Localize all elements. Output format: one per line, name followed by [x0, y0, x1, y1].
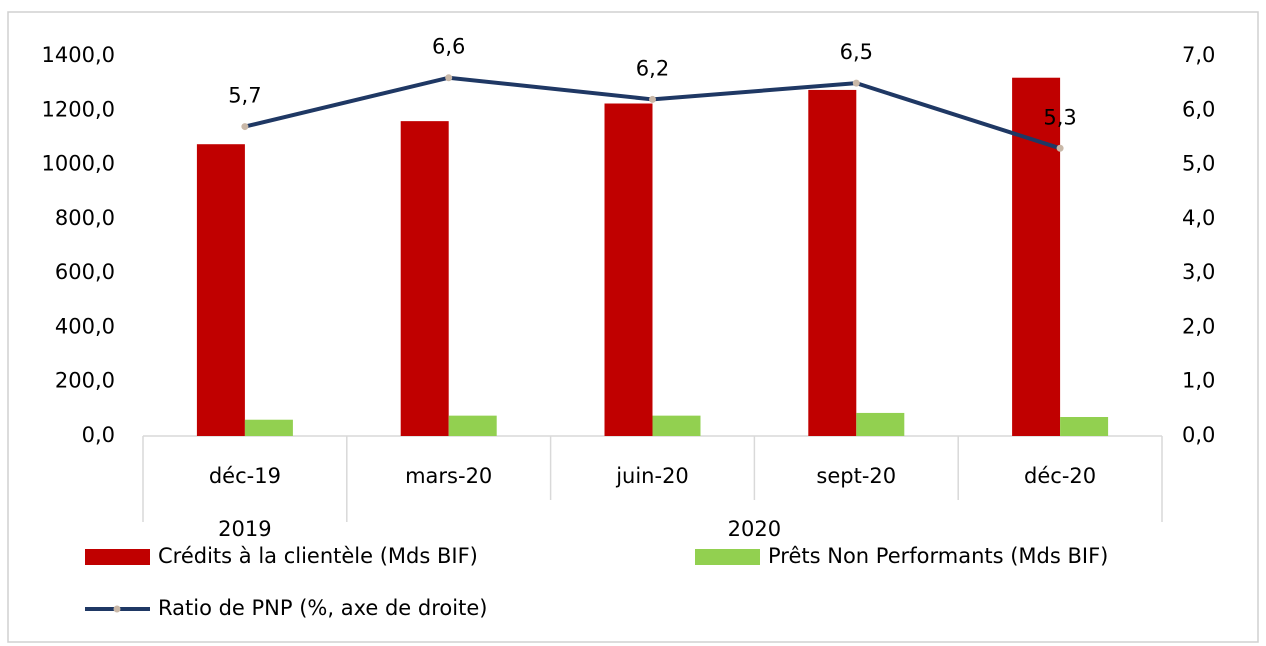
bar — [856, 412, 905, 436]
legend-marker — [113, 605, 121, 613]
data-label: 5,7 — [228, 84, 261, 108]
y2-tick-label: 5,0 — [1182, 152, 1215, 176]
data-label: 6,2 — [636, 56, 669, 80]
y-tick-label: 800,0 — [55, 206, 115, 230]
line-marker — [445, 74, 453, 82]
line-marker — [852, 79, 860, 87]
y-tick-label: 1000,0 — [42, 152, 115, 176]
y2-tick-label: 1,0 — [1182, 369, 1215, 393]
bar — [1012, 77, 1061, 436]
bar — [244, 419, 293, 436]
y-tick-label: 1400,0 — [42, 43, 115, 67]
legend-swatch — [85, 549, 150, 565]
bar — [400, 121, 449, 437]
y2-tick-label: 2,0 — [1182, 314, 1215, 338]
group-label: 2019 — [218, 517, 271, 541]
y-tick-label: 1200,0 — [42, 97, 115, 121]
legend-swatch — [695, 549, 760, 565]
y2-tick-label: 7,0 — [1182, 43, 1215, 67]
x-tick-label: sept-20 — [816, 464, 896, 488]
y-tick-label: 200,0 — [55, 369, 115, 393]
y-tick-label: 400,0 — [55, 314, 115, 338]
chart-border — [7, 11, 1259, 643]
group-label: 2020 — [728, 517, 781, 541]
y2-tick-label: 6,0 — [1182, 97, 1215, 121]
data-label: 6,5 — [840, 40, 873, 64]
bar — [1060, 417, 1109, 436]
y2-tick-label: 4,0 — [1182, 206, 1215, 230]
legend-label: Ratio de PNP (%, axe de droite) — [158, 596, 487, 620]
y-tick-label: 600,0 — [55, 260, 115, 284]
bar — [808, 89, 857, 436]
x-tick-label: juin-20 — [615, 464, 689, 488]
bar — [604, 103, 653, 436]
y2-tick-label: 0,0 — [1182, 423, 1215, 447]
x-tick-label: déc-20 — [1024, 464, 1096, 488]
bar — [196, 144, 245, 436]
x-tick-label: mars-20 — [405, 464, 492, 488]
data-label: 5,3 — [1043, 105, 1076, 129]
line-marker — [1056, 144, 1064, 152]
line-marker — [241, 123, 249, 131]
line-marker — [649, 95, 656, 103]
data-label: 6,6 — [432, 35, 465, 59]
legend-label: Crédits à la clientèle (Mds BIF) — [158, 544, 478, 568]
y2-tick-label: 3,0 — [1182, 260, 1215, 284]
legend-label: Prêts Non Performants (Mds BIF) — [768, 544, 1108, 568]
bar — [652, 415, 701, 436]
y-tick-label: 0,0 — [82, 423, 115, 447]
bar — [448, 415, 497, 436]
x-tick-label: déc-19 — [209, 464, 281, 488]
